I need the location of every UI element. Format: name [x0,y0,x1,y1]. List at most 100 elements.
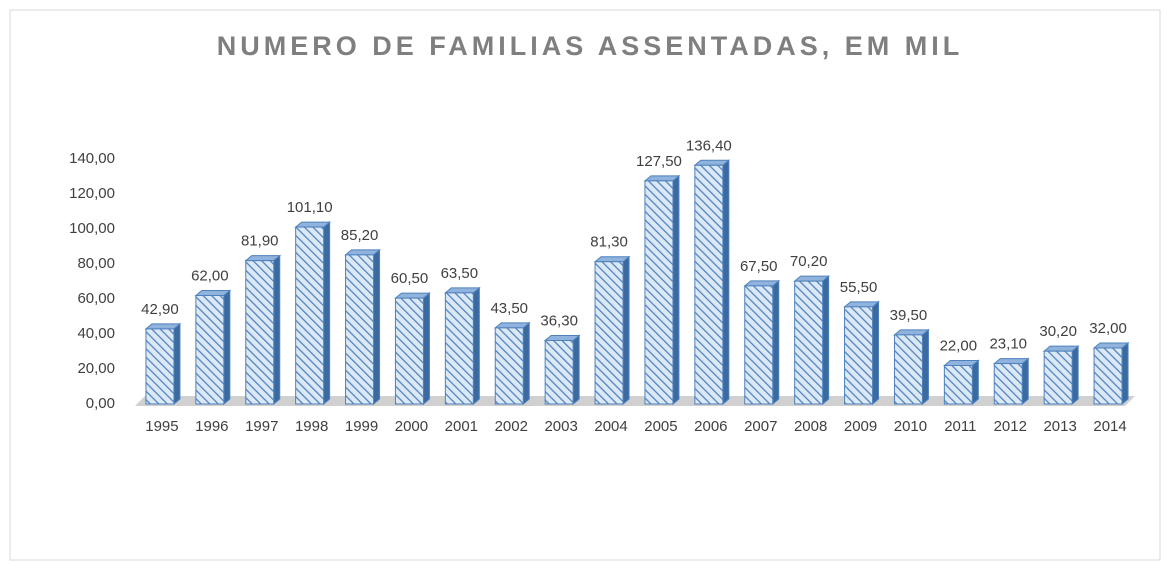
bar-top [693,159,731,166]
bar-top [593,256,631,263]
x-tick-label: 2006 [694,418,727,435]
bar [893,334,923,405]
data-label: 42,90 [141,301,179,318]
bar-top [194,290,232,296]
y-tick-label: 80,00 [77,255,115,272]
data-label: 85,20 [341,227,379,244]
data-label: 136,40 [686,137,732,154]
x-tick-label: 2013 [1043,418,1076,435]
data-label: 32,00 [1089,320,1127,337]
data-label: 55,50 [840,279,878,296]
bar [744,285,774,405]
x-tick-label: 2003 [544,418,577,435]
chart-title: NUMERO DE FAMILIAS ASSENTADAS, EM MIL [217,31,964,61]
data-label: 67,50 [740,258,778,275]
x-tick-label: 1997 [245,418,278,435]
bar-top [643,175,681,182]
bar-side [522,321,530,406]
bar [544,339,574,405]
bar-top [1042,345,1080,352]
y-tick-label: 20,00 [77,360,115,377]
x-tick-label: 2011 [944,418,976,435]
x-tick-label: 2009 [844,418,877,435]
data-label: 81,90 [241,233,279,250]
data-label: 81,30 [590,234,628,251]
data-label: 30,20 [1039,323,1077,340]
floor [135,396,1135,406]
x-tick-label: 1999 [345,418,378,435]
bar-top [942,360,980,366]
bar [694,164,724,405]
bar-side [373,248,381,406]
bar-top [443,287,481,294]
data-label: 70,20 [790,253,828,270]
chart-frame [9,9,1161,561]
bar [444,292,474,405]
y-tick-label: 60,00 [77,290,115,307]
bar-side [472,286,480,406]
x-tick-label: 2014 [1093,418,1126,435]
bar [145,328,175,405]
bar [1043,350,1073,405]
bar-side [173,322,181,406]
data-label: 62,00 [191,267,229,284]
x-tick-label: 2007 [744,418,777,435]
bar-side [273,254,281,406]
y-tick-label: 140,00 [69,150,115,167]
data-label: 36,30 [540,312,578,329]
data-label: 63,50 [441,265,479,282]
x-tick-label: 2012 [994,418,1027,435]
bar-side [622,255,630,406]
data-label: 127,50 [636,153,682,170]
bar-top [743,280,781,287]
data-label: 60,50 [391,270,429,287]
bar [1093,347,1123,405]
bar-side [223,289,231,406]
x-tick-label: 2010 [894,418,927,435]
bar [345,254,375,405]
bar-top [244,255,282,262]
data-label: 101,10 [287,199,333,216]
bar-side [572,334,580,406]
bar-top [493,322,531,329]
bar-top [543,334,581,341]
data-label: 39,50 [890,307,928,324]
bar-side [872,300,880,406]
x-tick-label: 1995 [145,418,178,435]
x-tick-label: 1998 [295,418,328,435]
bar-side [822,275,830,406]
bar-top [144,323,182,330]
y-tick-label: 40,00 [77,325,115,342]
bar-side [722,159,730,406]
y-tick-label: 120,00 [69,185,115,202]
bar-side [1071,345,1079,406]
y-tick-label: 0,00 [86,395,115,412]
x-tick-label: 2002 [495,418,528,435]
bar-side [422,292,430,406]
bar [295,226,325,405]
bar-side [323,221,331,406]
bar-side [1021,357,1029,406]
data-label: 43,50 [490,300,528,317]
x-tick-label: 2000 [395,418,428,435]
x-tick-label: 1996 [195,418,228,435]
bar-side [921,328,929,406]
bar-top [294,221,332,228]
bar-side [672,174,680,406]
bar-top [843,301,880,308]
bar-side [971,359,979,406]
bar-side [1121,341,1129,406]
bar-top [394,292,431,299]
bar [494,327,524,405]
bar [245,260,275,405]
y-tick-label: 100,00 [69,220,115,237]
x-tick-label: 2008 [794,418,827,435]
bar [394,297,424,405]
bar-side [772,279,780,406]
bar [943,365,973,405]
bar [644,180,674,405]
data-label: 23,10 [989,336,1027,353]
data-label: 22,00 [940,337,978,354]
bar-top [893,329,930,336]
